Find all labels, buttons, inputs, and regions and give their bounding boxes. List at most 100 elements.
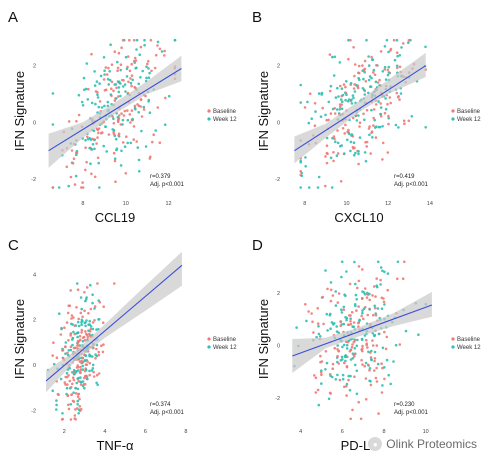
point-week12 [396, 54, 399, 58]
point-baseline [383, 377, 386, 381]
point-baseline [95, 142, 98, 145]
point-week12 [121, 118, 125, 122]
point-baseline [387, 122, 390, 126]
point-week12 [329, 312, 332, 316]
point-week12 [143, 38, 146, 42]
point-week12 [300, 174, 304, 178]
point-week12 [67, 184, 70, 188]
point-week12 [365, 38, 368, 42]
point-baseline [349, 348, 353, 352]
point-baseline [102, 305, 105, 308]
point-week12 [315, 335, 318, 339]
point-baseline [375, 344, 379, 347]
point-week12 [334, 304, 338, 307]
regression-line [294, 65, 426, 152]
x-tick-label: 10 [123, 201, 129, 207]
point-week12 [374, 312, 377, 315]
point-week12 [85, 62, 89, 65]
point-week12 [305, 319, 308, 323]
point-week12 [137, 111, 140, 114]
point-week12 [71, 336, 75, 340]
point-week12 [81, 380, 85, 383]
point-baseline [139, 105, 142, 108]
point-baseline [67, 407, 71, 411]
point-baseline [348, 282, 352, 286]
point-baseline [379, 50, 383, 53]
point-baseline [139, 45, 143, 49]
point-baseline [84, 330, 87, 333]
point-week12 [75, 153, 78, 156]
point-baseline [146, 62, 149, 66]
point-baseline [402, 42, 405, 45]
point-week12 [392, 360, 395, 363]
panel-letter: D [252, 237, 263, 254]
point-week12 [97, 299, 100, 302]
point-baseline [97, 372, 101, 375]
point-baseline [55, 356, 59, 359]
point-baseline [112, 151, 116, 155]
point-baseline [95, 127, 99, 131]
point-week12 [383, 270, 386, 274]
scatter-points [299, 38, 427, 189]
point-week12 [80, 318, 84, 322]
point-baseline [68, 304, 72, 307]
point-week12 [71, 343, 74, 347]
point-week12 [126, 118, 130, 122]
point-week12 [96, 383, 99, 387]
point-baseline [386, 102, 389, 106]
point-baseline [84, 146, 87, 149]
point-week12 [393, 58, 397, 62]
point-baseline [84, 374, 88, 378]
point-week12 [55, 399, 58, 402]
point-week12 [342, 305, 346, 309]
point-week12 [69, 403, 73, 406]
point-baseline [130, 109, 134, 112]
point-baseline [126, 109, 129, 112]
p-value-label: Adj. p<0.001 [394, 410, 429, 416]
point-week12 [340, 87, 344, 90]
point-baseline [75, 151, 78, 154]
point-week12 [342, 322, 346, 326]
point-week12 [75, 370, 78, 373]
point-baseline [80, 328, 84, 332]
point-week12 [340, 311, 344, 314]
point-baseline [135, 140, 138, 143]
point-baseline [64, 345, 67, 348]
point-baseline [343, 132, 346, 135]
point-baseline [73, 183, 77, 186]
point-week12 [335, 330, 339, 333]
point-week12 [357, 152, 360, 156]
point-baseline [132, 138, 135, 141]
point-baseline [67, 374, 70, 377]
point-week12 [396, 260, 400, 264]
point-baseline [380, 296, 384, 300]
point-baseline [133, 56, 137, 60]
point-baseline [366, 346, 369, 349]
point-baseline [375, 63, 378, 67]
point-week12 [138, 170, 141, 173]
point-week12 [96, 96, 100, 99]
point-week12 [381, 125, 384, 128]
point-baseline [383, 111, 387, 115]
point-week12 [352, 141, 356, 144]
x-axis-label: TNF-α [96, 438, 134, 453]
point-week12 [167, 94, 171, 98]
point-week12 [371, 136, 374, 139]
point-week12 [355, 392, 359, 396]
point-baseline [74, 392, 78, 395]
point-week12 [340, 107, 344, 111]
point-week12 [353, 90, 357, 93]
point-baseline [376, 81, 380, 84]
x-tick-label: 10 [423, 429, 429, 435]
point-week12 [138, 53, 141, 56]
point-baseline [371, 339, 374, 342]
point-week12 [344, 98, 347, 102]
point-baseline [351, 343, 354, 346]
point-baseline [361, 349, 364, 353]
point-baseline [61, 348, 65, 352]
point-baseline [357, 265, 361, 268]
point-baseline [353, 375, 356, 378]
point-week12 [345, 270, 348, 273]
point-week12 [343, 152, 346, 155]
point-week12 [375, 284, 378, 287]
